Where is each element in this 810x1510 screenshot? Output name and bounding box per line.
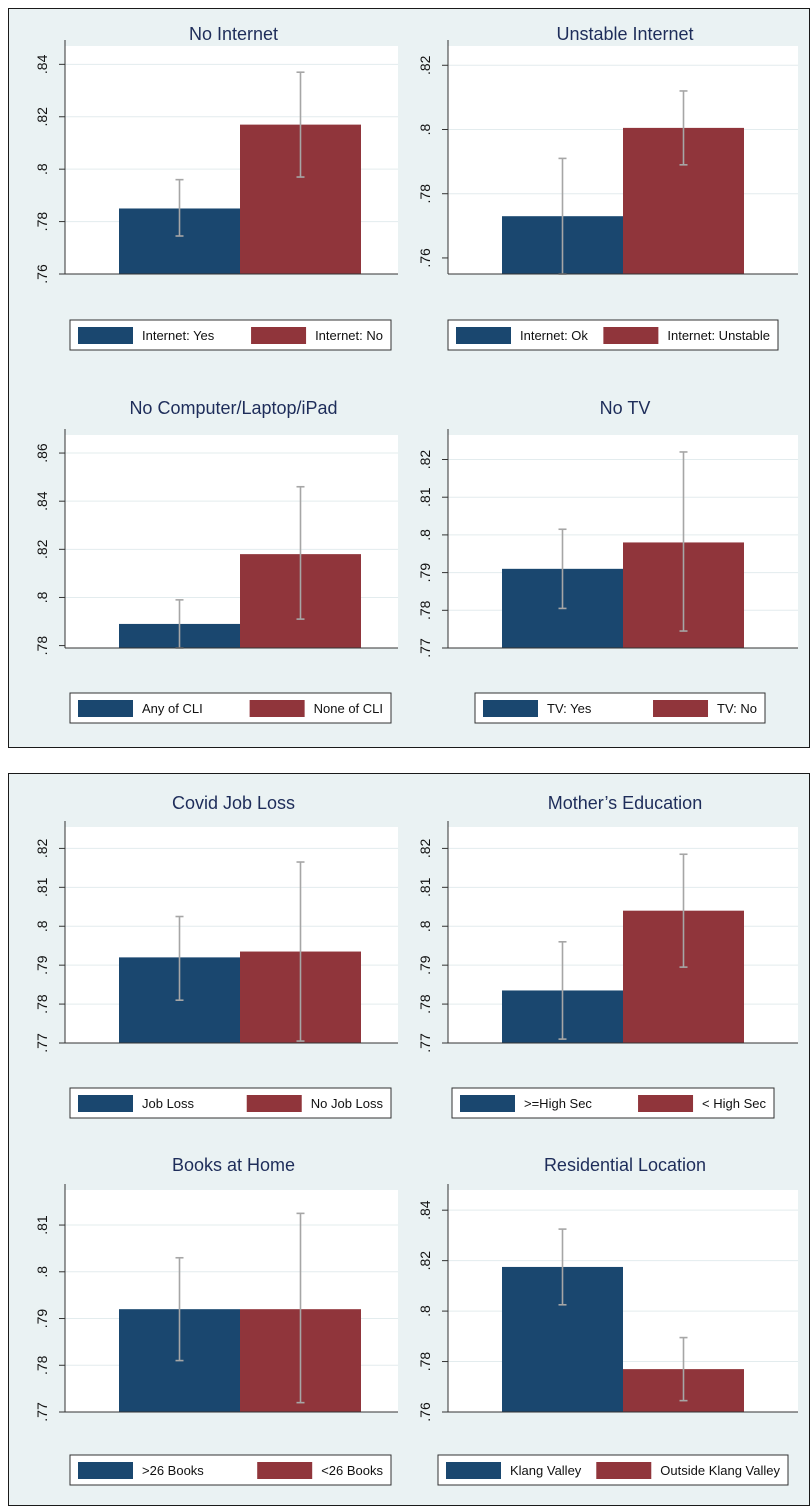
chart-title: Unstable Internet [556,24,693,44]
chart-3: .78 .8 .82 .84 .86 No Computer/Laptop/iPad Any… [34,398,398,724]
y-tick-label: .82 [34,838,50,858]
y-tick-label: .79 [417,563,433,583]
y-tick-label: .78 [417,994,433,1014]
y-tick-label: .81 [417,487,433,507]
y-tick-label: .8 [417,1305,433,1317]
chart-title: Residential Location [544,1155,706,1175]
y-tick-label: .78 [417,1352,433,1372]
y-tick-label: .78 [34,1355,50,1375]
legend-label: Outside Klang Valley [660,1463,780,1478]
legend-swatch [456,327,511,344]
legend-swatch [249,700,305,717]
legend-label: <26 Books [321,1463,383,1478]
chart-8: .76 .78 .8 .82 .84 Residential Location Klang … [417,1155,798,1486]
legend-swatch [78,1095,133,1112]
legend-swatch [446,1462,501,1479]
legend-swatch [638,1095,694,1112]
y-tick-label: .77 [417,1033,433,1053]
y-tick-label: .78 [417,184,433,204]
legend-label: TV: Yes [547,701,592,716]
legend-label: Internet: Ok [520,328,588,343]
legend-swatch [246,1095,302,1112]
y-tick-label: .81 [34,1215,50,1235]
legend-swatch [596,1462,652,1479]
legend-swatch [483,700,538,717]
legend-label: No Job Loss [311,1096,384,1111]
y-tick-label: .84 [417,1200,433,1220]
y-tick-label: .84 [34,491,50,511]
chart-title: No TV [600,398,651,418]
y-tick-label: .81 [34,877,50,897]
y-tick-label: .82 [34,539,50,559]
chart-4: .77 .78 .79 .8 .81 .82 No TV TV: Yes TV: No [417,398,798,724]
legend-label: TV: No [717,701,757,716]
chart-title: Books at Home [172,1155,295,1175]
legend-label: Job Loss [142,1096,195,1111]
y-tick-label: .78 [34,212,50,232]
legend-label: Internet: Unstable [667,328,770,343]
legend-swatch [78,700,133,717]
y-tick-label: .84 [34,54,50,74]
chart-6: .77 .78 .79 .8 .81 .82 Mother’s Education >=Hig… [417,793,798,1119]
y-tick-label: .8 [417,529,433,541]
chart-title: Mother’s Education [548,793,702,813]
chart-7: .77 .78 .79 .8 .81 Books at Home >26 Books <26 … [34,1155,398,1486]
y-tick-label: .82 [417,838,433,858]
y-tick-label: .82 [34,107,50,127]
y-tick-label: .86 [34,443,50,463]
y-tick-label: .79 [34,955,50,975]
y-tick-label: .82 [417,1251,433,1271]
legend-label: < High Sec [702,1096,766,1111]
y-tick-label: .77 [417,638,433,658]
y-tick-label: .82 [417,55,433,75]
chart-title: No Internet [189,24,278,44]
y-tick-label: .77 [34,1402,50,1422]
y-tick-label: .76 [417,248,433,268]
y-tick-label: .8 [417,920,433,932]
y-tick-label: .81 [417,877,433,897]
chart-5: .77 .78 .79 .8 .81 .82 Covid Job Loss Job Loss N… [34,793,398,1119]
y-tick-label: .78 [34,636,50,656]
legend-label: >26 Books [142,1463,204,1478]
y-tick-label: .8 [34,591,50,603]
y-tick-label: .79 [34,1309,50,1329]
y-tick-label: .8 [34,163,50,175]
y-tick-label: .78 [417,600,433,620]
y-tick-label: .8 [34,1266,50,1278]
legend-swatch [78,327,133,344]
legend-label: Internet: No [315,328,383,343]
y-tick-label: .8 [417,123,433,135]
legend-label: Klang Valley [510,1463,582,1478]
legend-swatch [257,1462,313,1479]
chart-1: .76 .78 .8 .82 .84 No Internet Internet: Yes In… [34,24,398,351]
y-tick-label: .8 [34,920,50,932]
legend-label: Internet: Yes [142,328,215,343]
legend-swatch [78,1462,133,1479]
chart-title: Covid Job Loss [172,793,295,813]
y-tick-label: .77 [34,1033,50,1053]
legend-label: None of CLI [314,701,383,716]
chart-2: .76 .78 .8 .82 Unstable Internet Internet: Ok… [417,24,798,351]
legend-swatch [460,1095,515,1112]
y-tick-label: .79 [417,955,433,975]
legend-label: >=High Sec [524,1096,592,1111]
y-tick-label: .76 [34,264,50,284]
y-tick-label: .82 [417,450,433,470]
legend-swatch [653,700,709,717]
y-tick-label: .78 [34,994,50,1014]
legend-label: Any of CLI [142,701,203,716]
y-tick-label: .76 [417,1402,433,1422]
legend-swatch [251,327,307,344]
legend-swatch [603,327,659,344]
chart-title: No Computer/Laptop/iPad [129,398,337,418]
